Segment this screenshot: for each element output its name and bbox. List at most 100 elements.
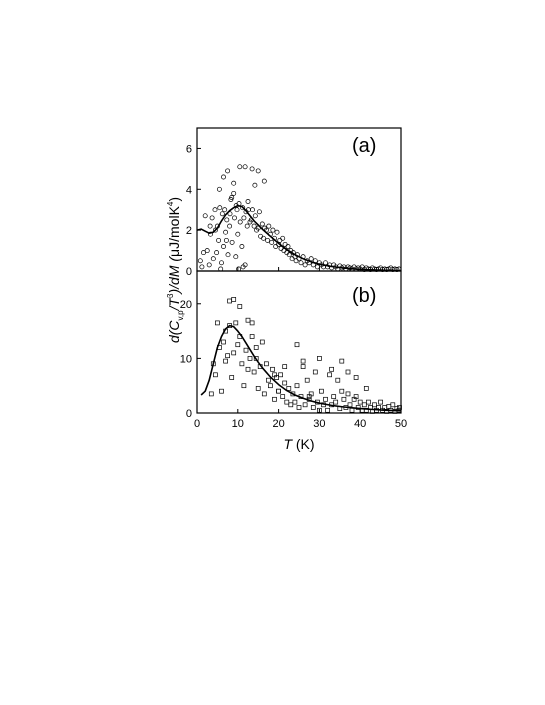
panel-b-data-point <box>325 407 330 413</box>
panel-b-data-point <box>229 375 235 380</box>
panel-b-y-tick-label: 10 <box>180 353 192 365</box>
panel-b-data-point <box>221 339 226 345</box>
panel-a-data-point <box>222 207 228 213</box>
panel-a-data-point <box>206 262 212 268</box>
y-axis-title: d(Cv,p/T3)/dM (μJ/molK4) <box>166 197 185 343</box>
panel-b-data-point <box>255 386 261 391</box>
panel-b-data-point <box>259 339 265 345</box>
panel-a-data-point <box>285 244 291 249</box>
y-axis-title-part-1: d(C <box>166 320 182 343</box>
panel-a-data-point <box>302 262 308 268</box>
panel-b-data-point <box>290 391 296 397</box>
panel-b-data-point <box>245 366 251 372</box>
panel-b-data-point <box>249 320 255 326</box>
panel-b-x-tick-label: 50 <box>395 418 407 430</box>
panel-a-data-point <box>249 166 255 172</box>
y-axis-title-part-4: J/molK <box>166 205 182 248</box>
panel-a-data-point <box>209 215 215 221</box>
panel-a-data-point <box>214 250 220 256</box>
panel-a-data-point <box>259 221 265 227</box>
panel-a-data-point <box>394 267 400 272</box>
panel-b-data-point <box>345 391 351 397</box>
panel-a-label: (a) <box>352 135 376 157</box>
panel-a-data-point <box>308 256 314 262</box>
panel-a-data-point <box>202 213 208 219</box>
panel-b-frame <box>196 270 402 414</box>
panel-b-data-point <box>280 394 286 399</box>
panel-a-data-point <box>207 223 213 229</box>
panel-b-data-point <box>304 377 310 383</box>
panel-a-fit-curve <box>196 204 402 272</box>
panel-a-data-point <box>241 215 247 221</box>
panel-a-data-point <box>261 178 267 184</box>
panel-b-data-point <box>231 350 237 356</box>
panel-b-y-tick-label: 20 <box>180 299 192 311</box>
panel-b-marks <box>200 297 402 414</box>
panel-b-x-tick-label: 30 <box>313 418 325 430</box>
panel-a-data-point <box>217 205 223 211</box>
panel-a-y-tick-label: 6 <box>186 143 192 155</box>
panel-a-data-point <box>250 207 255 213</box>
panel-a-data-point <box>216 186 222 192</box>
y-axis-title-superscript-2: 4 <box>166 201 175 206</box>
panel-b-data-point <box>361 402 367 408</box>
panel-b-data-point <box>270 366 275 372</box>
panel-b-x-tick-label: 0 <box>194 418 200 430</box>
panel-a-data-point <box>223 237 229 243</box>
panel-a-data-point <box>199 264 205 270</box>
panel-b-data-point <box>231 297 237 302</box>
panel-b-data-point <box>312 369 318 375</box>
panel-b-data-point <box>372 402 377 408</box>
panel-a-data-point <box>235 231 241 237</box>
panel-b-data-point <box>339 358 345 364</box>
panel-b-data-point <box>272 372 277 378</box>
panel-b-data-point <box>357 399 363 405</box>
panel-b-data-point <box>266 377 271 383</box>
panel-b-data-point <box>345 369 351 375</box>
panel-b-data-point <box>363 386 369 391</box>
panel-a-data-point <box>245 199 251 204</box>
y-axis-title-part-5: ) <box>166 197 182 202</box>
panel-b-data-point <box>213 372 218 378</box>
panel-b-data-point <box>284 399 290 405</box>
x-axis-title-unit: (K) <box>292 436 315 452</box>
panel-b-ticks: 0 10 20 30 40 50 0 10 20 <box>180 299 407 430</box>
panel-b-data-point <box>282 380 288 386</box>
panel-b-data-point <box>225 353 230 359</box>
panel-a-data-point <box>231 190 237 196</box>
panel-b-data-point <box>323 396 328 402</box>
panel-b-data-point <box>302 402 308 408</box>
panel-a-data-point <box>225 168 231 174</box>
panel-a-data-point <box>286 252 292 258</box>
x-axis-title: T (K) <box>283 436 314 452</box>
panel-a-y-tick-label: 4 <box>186 184 192 196</box>
panel-b-x-tick-label: 10 <box>232 418 244 430</box>
panel-a-data-point <box>224 217 230 223</box>
panel-b-data-point <box>300 364 306 369</box>
panel-b-data-point <box>278 372 283 378</box>
panel-a-data-point <box>244 223 250 229</box>
panel-b-data-point <box>329 366 334 372</box>
panel-b-data-point <box>310 405 316 410</box>
panel-b-data-point <box>241 383 247 389</box>
panel-a-data-point <box>212 207 218 213</box>
y-axis-title-subscript: v,p <box>176 310 185 321</box>
panel-a-data-point <box>197 258 203 264</box>
y-axis-title-superscript-1: 3 <box>166 293 175 298</box>
panel-b-data-point <box>306 394 312 399</box>
panel-a-y-tick-label: 2 <box>186 225 192 237</box>
panel-a-data-point <box>256 209 262 215</box>
panel-b-data-point <box>253 345 259 350</box>
panel-a-data-point <box>221 174 226 180</box>
panel-b-data-point <box>296 405 302 410</box>
panel-a-data-point <box>223 229 229 235</box>
panel-b-data-point <box>261 391 267 397</box>
panel-b-data-point <box>239 361 245 367</box>
panel-b-x-tick-label: 20 <box>272 418 284 430</box>
panel-b-data-point <box>208 391 214 397</box>
panel-b-x-tick-label: 40 <box>354 418 366 430</box>
panel-b-data-point <box>378 399 383 405</box>
panel-a-data-point <box>255 168 261 174</box>
